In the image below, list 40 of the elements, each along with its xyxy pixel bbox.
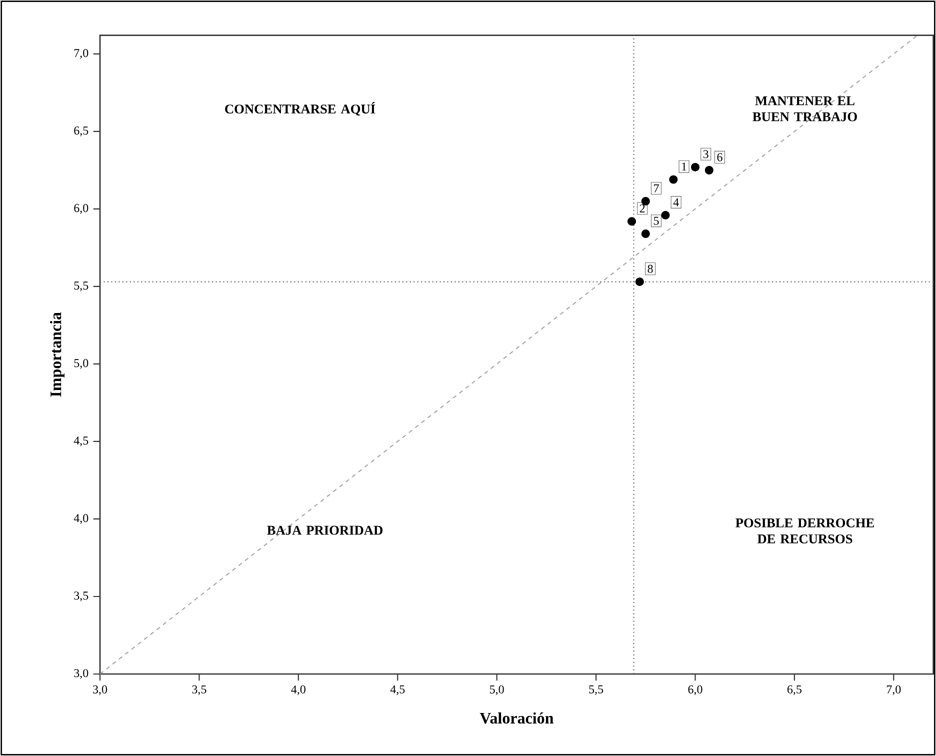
y-tick-label: 4,5 — [74, 436, 88, 446]
annotation: MANTENER EL BUEN TRABAJO — [752, 96, 857, 122]
y-tick-label: 5,0 — [74, 359, 88, 369]
x-tick-label: 3,5 — [192, 685, 206, 696]
y-tick-label: 7,0 — [74, 49, 88, 59]
x-tick-label: 5,0 — [490, 685, 504, 696]
y-tick-label: 3,0 — [74, 669, 88, 679]
point — [661, 210, 670, 220]
x-tick-label: 6,5 — [787, 685, 802, 696]
series-label: 6 — [717, 153, 722, 162]
annotation: POSIBLE DERROCHE DE RECURSOS — [736, 518, 874, 544]
x-tick-label: 4,0 — [291, 685, 306, 696]
point — [669, 175, 678, 184]
x-tick-label: 6,0 — [688, 685, 702, 696]
x-axis-title: Valoración — [480, 712, 554, 724]
point — [690, 162, 700, 172]
series-label: 4 — [673, 198, 679, 206]
point — [704, 166, 714, 174]
x-tick-label: 7,0 — [886, 685, 901, 696]
series-label: 7 — [654, 184, 659, 192]
y-tick-label: 3,5 — [74, 592, 88, 602]
y-tick-label: 5,5 — [74, 282, 88, 292]
y-tick-label: 6,5 — [74, 126, 88, 136]
x-tick-label: 4,5 — [390, 685, 405, 696]
y-tick-label: 6,0 — [74, 204, 88, 214]
x-tick-label: 5,5 — [589, 685, 604, 696]
annotation: BAJA PRIORIDAD — [267, 526, 382, 535]
series-label: 1 — [682, 162, 686, 171]
annotation: CONCENTRARSE AQUÍ — [225, 102, 376, 116]
point — [641, 196, 650, 206]
point — [641, 229, 650, 238]
series-label: 2 — [640, 204, 645, 212]
series-label: 8 — [648, 264, 653, 273]
point — [635, 278, 644, 286]
series-label: 3 — [703, 150, 708, 158]
x-tick-label: 3,0 — [93, 685, 108, 696]
point — [627, 217, 636, 226]
y-tick-label: 4,0 — [74, 514, 88, 524]
y-axis-title: Importancia — [50, 312, 64, 397]
series-label: 5 — [654, 216, 659, 225]
